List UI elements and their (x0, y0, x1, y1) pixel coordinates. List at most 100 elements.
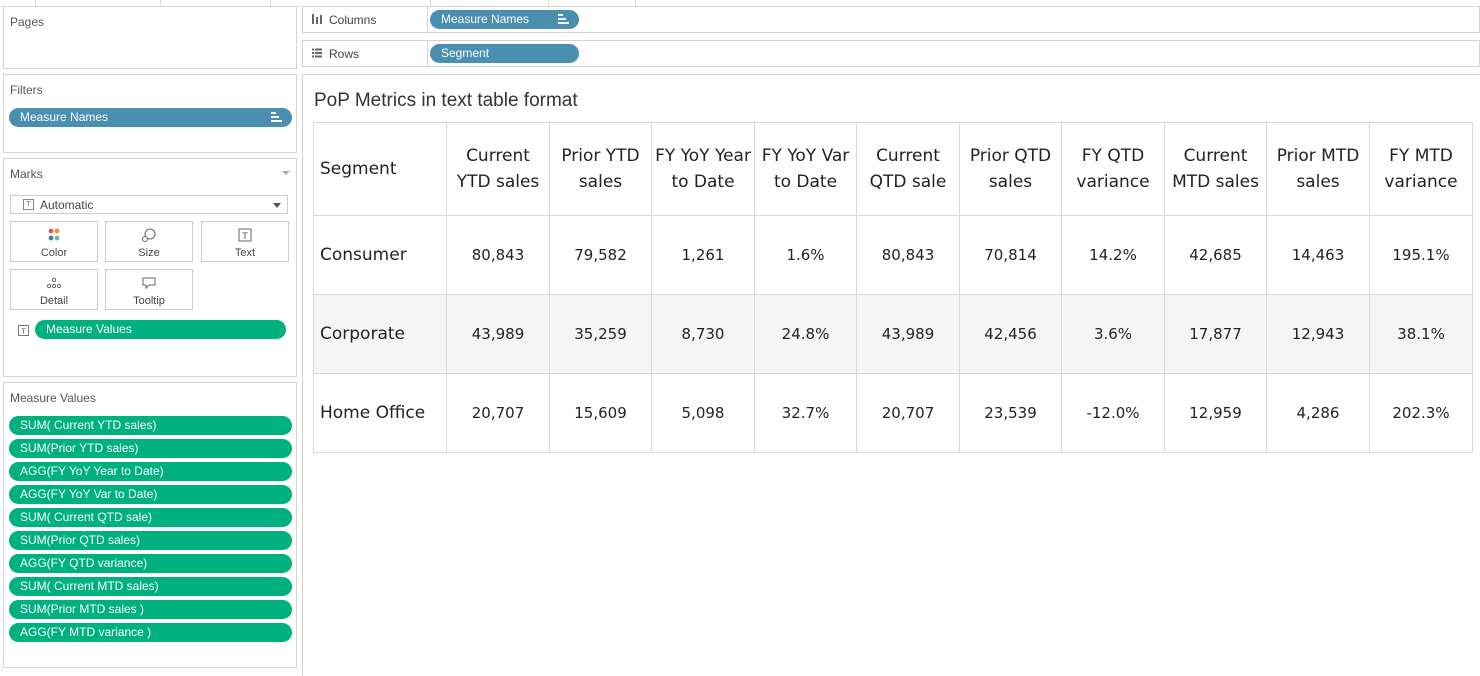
table-cell[interactable]: 5,098 (651, 373, 755, 453)
column-header[interactable]: Segment (313, 122, 447, 216)
column-header[interactable]: FY MTD variance (1369, 122, 1473, 216)
column-header[interactable]: Current QTD sale (856, 122, 960, 216)
table-cell[interactable]: 1,261 (651, 215, 755, 295)
measure-pill-label: SUM( Current YTD sales) (20, 418, 157, 432)
table-cell[interactable]: 12,943 (1266, 294, 1370, 374)
measure-pill[interactable]: AGG(FY YoY Year to Date) (9, 462, 292, 481)
measure-pill[interactable]: AGG(FY MTD variance ) (9, 623, 292, 642)
filter-icon (271, 112, 282, 123)
table-cell[interactable]: 35,259 (549, 294, 652, 374)
row-header[interactable]: Consumer (313, 215, 447, 295)
table-row: Home Office 20,707 15,609 5,098 32.7% 20… (313, 373, 1473, 453)
measure-pill[interactable]: SUM(Prior QTD sales) (9, 531, 292, 550)
rows-pill-label: Segment (441, 46, 490, 60)
columns-pill-label: Measure Names (441, 12, 530, 26)
columns-label: Columns (329, 13, 377, 27)
toolbar-divider (35, 0, 36, 6)
table-cell[interactable]: 1.6% (754, 215, 857, 295)
filters-title: Filters (10, 83, 43, 97)
mark-type-label: Automatic (40, 198, 94, 212)
table-cell[interactable]: -12.0% (1061, 373, 1165, 453)
table-row: Corporate 43,989 35,259 8,730 24.8% 43,9… (313, 294, 1473, 374)
filter-pill-label: Measure Names (20, 110, 109, 124)
toolbar-divider (635, 0, 636, 6)
svg-text:T: T (241, 232, 248, 242)
rows-icon (311, 47, 323, 62)
size-button-label: Size (138, 247, 160, 259)
table-cell[interactable]: 20,707 (856, 373, 960, 453)
rows-pill-segment[interactable]: Segment (430, 44, 579, 63)
table-cell[interactable]: 195.1% (1369, 215, 1473, 295)
table-header-row: Segment Current YTD sales Prior YTD sale… (313, 122, 1473, 216)
column-header[interactable]: Current MTD sales (1164, 122, 1267, 216)
text-encoding-icon: T (18, 325, 29, 339)
table-cell[interactable]: 4,286 (1266, 373, 1370, 453)
size-button[interactable]: Size (105, 221, 193, 262)
measure-pill[interactable]: SUM(Prior YTD sales) (9, 439, 292, 458)
toolbar-divider (548, 0, 549, 6)
rows-shelf[interactable]: Rows Segment (302, 40, 1480, 67)
table-cell[interactable]: 3.6% (1061, 294, 1165, 374)
table-cell[interactable]: 15,609 (549, 373, 652, 453)
column-header[interactable]: FY YoY Year to Date (651, 122, 755, 216)
table-cell[interactable]: 42,685 (1164, 215, 1267, 295)
measure-pill[interactable]: AGG(FY QTD variance) (9, 554, 292, 573)
toolbar-divider (160, 0, 161, 6)
column-header[interactable]: Prior QTD sales (959, 122, 1062, 216)
measure-pill-label: SUM(Prior MTD sales ) (20, 602, 145, 616)
marks-pill-measure-values[interactable]: Measure Values (35, 320, 286, 339)
pages-title: Pages (10, 15, 45, 29)
column-header[interactable]: FY YoY Var to Date (754, 122, 857, 216)
collapse-chevron-icon[interactable] (282, 171, 290, 175)
table-cell[interactable]: 80,843 (446, 215, 550, 295)
tooltip-button[interactable]: Tooltip (105, 269, 193, 310)
detail-button[interactable]: Detail (10, 269, 98, 310)
table-cell[interactable]: 42,456 (959, 294, 1062, 374)
table-cell[interactable]: 43,989 (856, 294, 960, 374)
measure-pill[interactable]: SUM(Prior MTD sales ) (9, 600, 292, 619)
columns-shelf[interactable]: Columns Measure Names (302, 6, 1480, 33)
table-cell[interactable]: 70,814 (959, 215, 1062, 295)
measure-values-card: Measure Values SUM( Current YTD sales) S… (3, 382, 297, 668)
table-cell[interactable]: 79,582 (549, 215, 652, 295)
measure-pill[interactable]: SUM( Current MTD sales) (9, 577, 292, 596)
table-cell[interactable]: 8,730 (651, 294, 755, 374)
table-cell[interactable]: 202.3% (1369, 373, 1473, 453)
table-cell[interactable]: 24.8% (754, 294, 857, 374)
measure-pill[interactable]: AGG(FY YoY Var to Date) (9, 485, 292, 504)
measure-values-title: Measure Values (10, 391, 96, 405)
column-header[interactable]: Current YTD sales (446, 122, 550, 216)
filter-pill-measure-names[interactable]: Measure Names (9, 108, 292, 127)
color-button[interactable]: Color (10, 221, 98, 262)
svg-text:T: T (20, 328, 26, 336)
text-button-label: Text (234, 247, 256, 259)
table-cell[interactable]: 12,959 (1164, 373, 1267, 453)
measure-pill[interactable]: SUM( Current YTD sales) (9, 416, 292, 435)
text-button[interactable]: T Text (201, 221, 289, 262)
table-cell[interactable]: 32.7% (754, 373, 857, 453)
column-header[interactable]: Prior YTD sales (549, 122, 652, 216)
columns-pill-measure-names[interactable]: Measure Names (430, 10, 579, 29)
pages-card[interactable]: Pages (3, 6, 297, 69)
measure-pill-label: AGG(FY YoY Var to Date) (20, 487, 158, 501)
measure-pill[interactable]: SUM( Current QTD sale) (9, 508, 292, 527)
table-cell[interactable]: 20,707 (446, 373, 550, 453)
table-cell[interactable]: 23,539 (959, 373, 1062, 453)
table-cell[interactable]: 17,877 (1164, 294, 1267, 374)
table-cell[interactable]: 38.1% (1369, 294, 1473, 374)
row-header[interactable]: Corporate (313, 294, 447, 374)
table-cell[interactable]: 80,843 (856, 215, 960, 295)
measure-pill-label: AGG(FY QTD variance) (20, 556, 148, 570)
column-header[interactable]: Prior MTD sales (1266, 122, 1370, 216)
table-cell[interactable]: 43,989 (446, 294, 550, 374)
column-header[interactable]: FY QTD variance (1061, 122, 1165, 216)
tooltip-icon (106, 275, 192, 291)
mark-type-dropdown[interactable]: T Automatic (10, 195, 288, 214)
row-header[interactable]: Home Office (313, 373, 447, 453)
table-cell[interactable]: 14.2% (1061, 215, 1165, 295)
measure-pill-label: AGG(FY YoY Year to Date) (20, 464, 164, 478)
table-cell[interactable]: 14,463 (1266, 215, 1370, 295)
marks-title: Marks (10, 167, 43, 181)
measure-pill-label: SUM( Current MTD sales) (20, 579, 159, 593)
filters-card[interactable]: Filters Measure Names (3, 74, 297, 153)
